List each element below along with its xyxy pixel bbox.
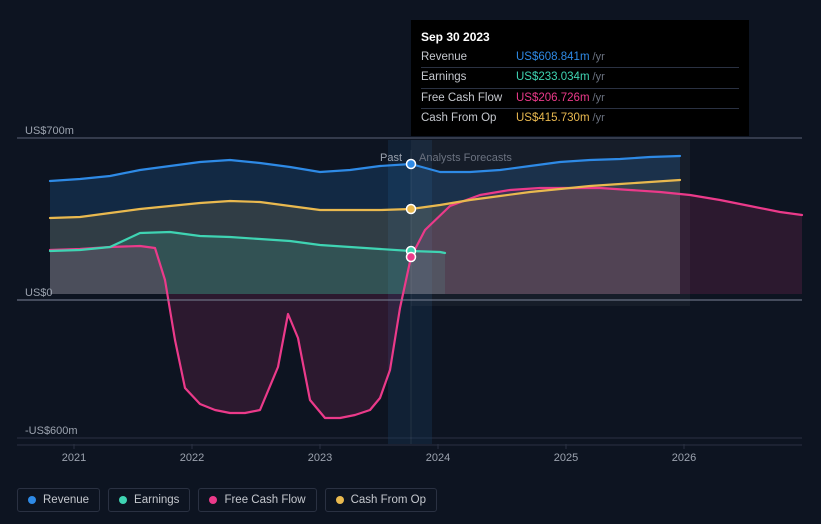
tooltip-row-unit: /yr [593,110,605,127]
tooltip-date: Sep 30 2023 [421,28,739,46]
y-axis-label: -US$600m [25,425,78,437]
legend-item-label: Earnings [134,494,179,506]
y-axis-label: US$0 [25,287,53,299]
tooltip-row-value: US$608.841m [516,49,590,66]
legend-item-label: Free Cash Flow [224,494,305,506]
legend-dot-icon [28,496,36,504]
tooltip-row-label: Cash From Op [421,110,516,127]
tooltip-row-value: US$206.726m [516,90,590,107]
x-axis-label: 2025 [554,452,578,464]
tooltip-row: EarningsUS$233.034m/yr [421,67,739,87]
legend-item-label: Revenue [43,494,89,506]
x-axis-label: 2022 [180,452,204,464]
legend-dot-icon [119,496,127,504]
tooltip-row-value: US$415.730m [516,110,590,127]
x-axis-label: 2023 [308,452,332,464]
legend-item-revenue[interactable]: Revenue [17,488,100,512]
tooltip-row-value: US$233.034m [516,69,590,86]
legend-dot-icon [209,496,217,504]
financials-chart: US$700m US$0 -US$600m Past Analysts Fore… [0,0,821,524]
x-axis-label: 2026 [672,452,696,464]
chart-legend: Revenue Earnings Free Cash Flow Cash From O… [17,488,437,512]
tooltip-row-unit: /yr [593,49,605,66]
legend-item-cash-from-op[interactable]: Cash From Op [325,488,437,512]
tooltip-row: Cash From OpUS$415.730m/yr [421,108,739,128]
tooltip-row: RevenueUS$608.841m/yr [421,48,739,67]
tooltip-row-label: Revenue [421,49,516,66]
legend-dot-icon [336,496,344,504]
tooltip-row-label: Earnings [421,69,516,86]
legend-item-label: Cash From Op [351,494,426,506]
forecast-label: Analysts Forecasts [419,152,512,164]
x-axis-label: 2024 [426,452,450,464]
legend-item-free-cash-flow[interactable]: Free Cash Flow [198,488,316,512]
tooltip-row-unit: /yr [593,69,605,86]
tooltip-row: Free Cash FlowUS$206.726m/yr [421,88,739,108]
chart-tooltip: Sep 30 2023 RevenueUS$608.841m/yrEarning… [411,20,749,136]
y-axis-label: US$700m [25,125,74,137]
legend-item-earnings[interactable]: Earnings [108,488,190,512]
tooltip-row-unit: /yr [593,90,605,107]
x-axis-label: 2021 [62,452,86,464]
past-label: Past [380,152,402,164]
tooltip-row-label: Free Cash Flow [421,90,516,107]
